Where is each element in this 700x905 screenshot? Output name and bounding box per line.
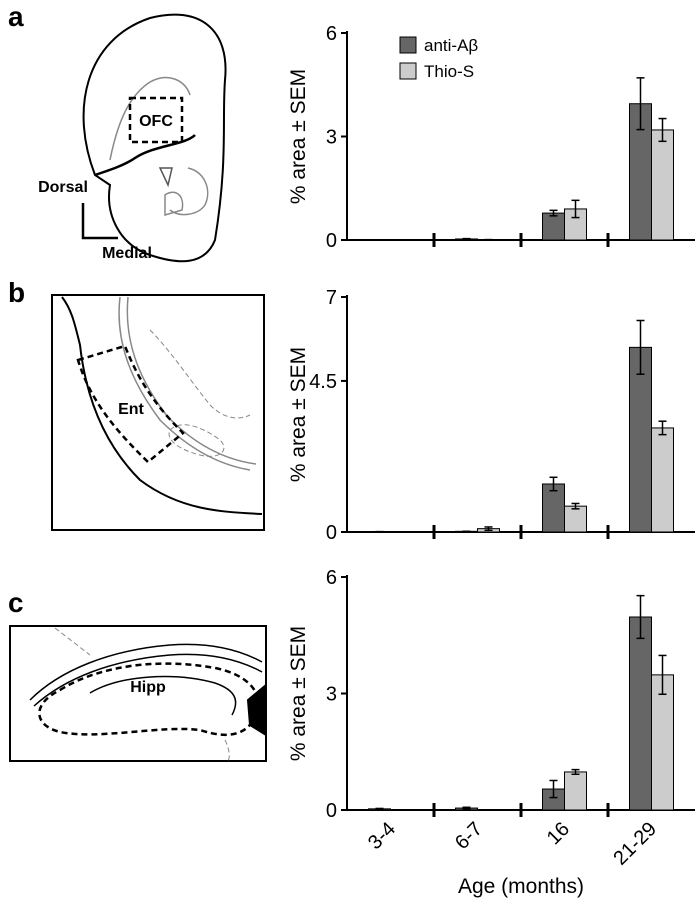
error-bar [376, 808, 384, 809]
x-axis-label: Age (months) [458, 875, 584, 898]
y-tick-label: 0 [326, 230, 337, 252]
y-axis-label: % area ± SEM [287, 626, 310, 761]
legend-label: anti-Aβ [424, 36, 478, 55]
x-tick-label: 3-4 [364, 818, 400, 854]
bar [652, 130, 674, 240]
panel-label: c [8, 587, 24, 618]
bar [543, 213, 565, 240]
legend-swatch [400, 37, 416, 53]
y-tick-label: 6 [326, 567, 337, 589]
diagram-ent [52, 295, 264, 530]
y-tick-label: 3 [326, 684, 337, 706]
x-tick-label: 21-29 [609, 818, 661, 870]
panel-label: b [8, 277, 25, 308]
y-tick-label: 3 [326, 127, 337, 149]
bar [652, 675, 674, 810]
x-tick-label: 6-7 [451, 818, 487, 854]
y-tick-label: 0 [326, 522, 337, 544]
diagram-ofc [83, 15, 226, 262]
region-label: Ent [118, 401, 144, 418]
y-tick-label: 7 [326, 287, 337, 309]
bar [565, 772, 587, 810]
region-label: Hipp [130, 679, 166, 696]
legend-label: Thio-S [424, 62, 474, 81]
panel-label: a [8, 1, 24, 32]
bar [652, 428, 674, 532]
orientation-label: Dorsal [38, 179, 88, 196]
y-tick-label: 4.5 [309, 371, 337, 393]
bar [630, 347, 652, 532]
region-label: OFC [139, 113, 173, 130]
y-tick-label: 0 [326, 800, 337, 822]
bar [565, 506, 587, 532]
y-tick-label: 6 [326, 23, 337, 45]
legend-swatch [400, 63, 416, 79]
bar [630, 617, 652, 810]
y-axis-label: % area ± SEM [287, 69, 310, 204]
orientation-label: Medial [102, 245, 152, 262]
x-tick-label: 16 [543, 818, 574, 849]
y-axis-label: % area ± SEM [287, 347, 310, 482]
error-bar [463, 239, 471, 240]
